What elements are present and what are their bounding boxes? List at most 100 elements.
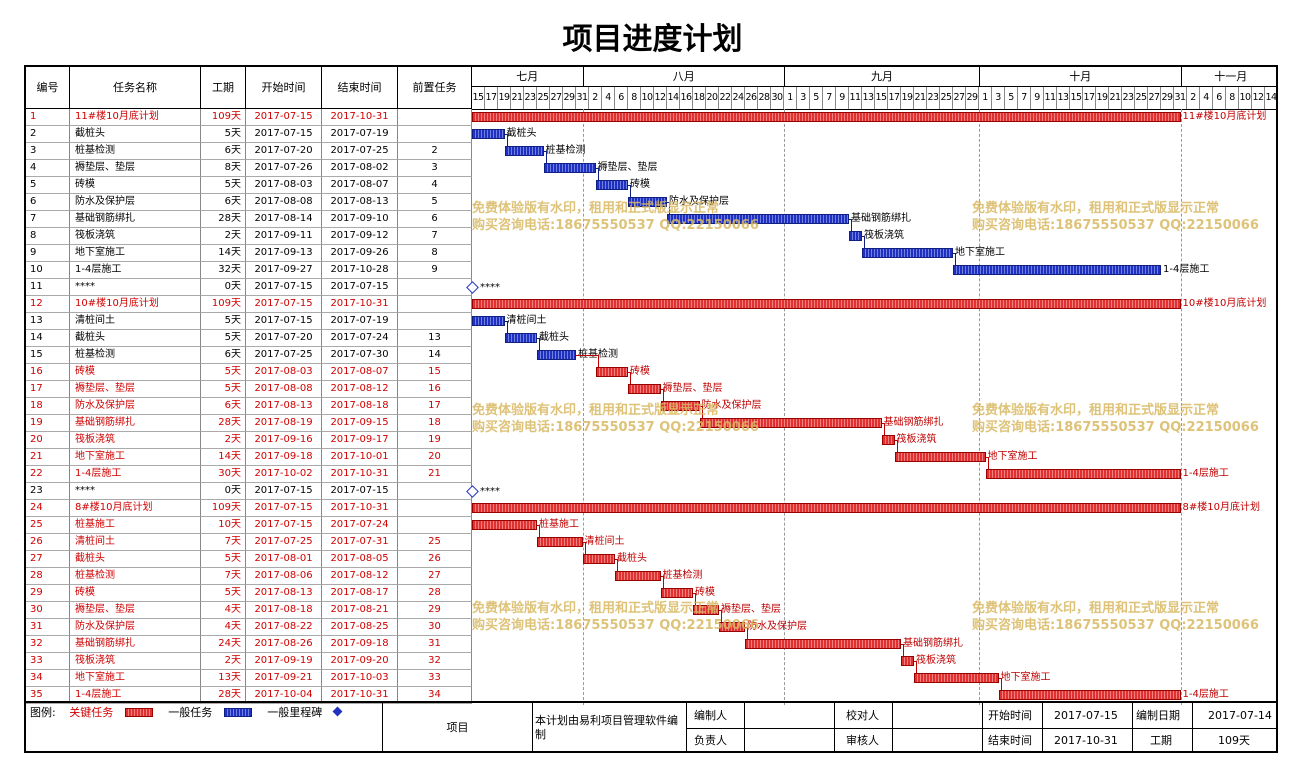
task-end: 2017-08-21: [322, 602, 398, 619]
critical-task-bar[interactable]: [472, 520, 537, 530]
task-bar[interactable]: [862, 248, 953, 258]
critical-task-bar[interactable]: [693, 605, 719, 615]
table-row[interactable]: 35 1-4层施工 28天 2017-10-04 2017-10-31 34: [26, 687, 472, 704]
table-row[interactable]: 14 截桩头 5天 2017-07-20 2017-07-24 13: [26, 330, 472, 347]
task-name: 桩基检测: [70, 143, 201, 160]
critical-task-bar[interactable]: [881, 435, 895, 445]
task-duration: 0天: [201, 279, 246, 296]
table-row[interactable]: 7 基础钢筋绑扎 28天 2017-08-14 2017-09-10 6: [26, 211, 472, 228]
critical-task-bar[interactable]: [699, 418, 882, 428]
task-bar[interactable]: [504, 146, 544, 156]
critical-task-bar[interactable]: [472, 112, 1181, 122]
month-divider: [784, 109, 785, 705]
task-pred: 25: [398, 534, 472, 551]
task-bar[interactable]: [537, 350, 576, 360]
table-row[interactable]: 3 桩基检测 6天 2017-07-20 2017-07-25 2: [26, 143, 472, 160]
task-end: 2017-09-18: [322, 636, 398, 653]
task-id: 8: [26, 228, 70, 245]
task-bar[interactable]: [595, 180, 628, 190]
task-pred: 20: [398, 449, 472, 466]
table-row[interactable]: 1 11#楼10月底计划 109天 2017-07-15 2017-10-31: [26, 109, 472, 126]
task-name: 砖模: [70, 585, 201, 602]
table-row[interactable]: 23 **** 0天 2017-07-15 2017-07-15: [26, 483, 472, 500]
table-row[interactable]: 25 桩基施工 10天 2017-07-15 2017-07-24: [26, 517, 472, 534]
critical-task-bar[interactable]: [901, 656, 914, 666]
table-row[interactable]: 15 桩基检测 6天 2017-07-25 2017-07-30 14: [26, 347, 472, 364]
table-row[interactable]: 30 褥垫层、垫层 4天 2017-08-18 2017-08-21 29: [26, 602, 472, 619]
header-start[interactable]: 开始时间: [246, 67, 322, 109]
table-row[interactable]: 29 砖模 5天 2017-08-13 2017-08-17 28: [26, 585, 472, 602]
critical-task-bar[interactable]: [719, 622, 745, 632]
critical-task-bar[interactable]: [582, 554, 615, 564]
table-row[interactable]: 13 清桩间土 5天 2017-07-15 2017-07-19: [26, 313, 472, 330]
critical-task-bar[interactable]: [985, 469, 1181, 479]
table-row[interactable]: 2 截桩头 5天 2017-07-15 2017-07-19: [26, 126, 472, 143]
critical-task-bar[interactable]: [998, 690, 1181, 700]
critical-task-bar[interactable]: [894, 452, 986, 462]
task-duration: 24天: [201, 636, 246, 653]
month-header: 十一月: [1180, 67, 1276, 87]
critical-task-bar[interactable]: [537, 537, 583, 547]
header-duration[interactable]: 工期: [201, 67, 246, 109]
table-row[interactable]: 21 地下室施工 14天 2017-09-18 2017-10-01 20: [26, 449, 472, 466]
task-bar[interactable]: [472, 129, 505, 139]
table-row[interactable]: 9 地下室施工 14天 2017-09-13 2017-09-26 8: [26, 245, 472, 262]
legend-normal-label: 一般任务: [168, 706, 213, 719]
task-bar[interactable]: [953, 265, 1161, 275]
header-name[interactable]: 任务名称: [70, 67, 201, 109]
task-bar[interactable]: [504, 333, 537, 343]
task-bar[interactable]: [849, 231, 862, 241]
table-row[interactable]: 19 基础钢筋绑扎 28天 2017-08-19 2017-09-15 18: [26, 415, 472, 432]
table-row[interactable]: 34 地下室施工 13天 2017-09-21 2017-10-03 33: [26, 670, 472, 687]
table-row[interactable]: 24 8#楼10月底计划 109天 2017-07-15 2017-10-31: [26, 500, 472, 517]
task-bar[interactable]: [628, 197, 667, 207]
watermark-text: 购买咨询电话:18675550537 QQ:22150066: [972, 618, 1259, 633]
legend-milestone-label: 一般里程碑: [267, 706, 323, 719]
table-row[interactable]: 17 褥垫层、垫层 5天 2017-08-08 2017-08-12 16: [26, 381, 472, 398]
task-duration: 28天: [201, 211, 246, 228]
table-row[interactable]: 31 防水及保护层 4天 2017-08-22 2017-08-25 30: [26, 619, 472, 636]
watermark-text: 免费体验版有水印，租用和正式版显示正常: [972, 601, 1220, 616]
table-row[interactable]: 18 防水及保护层 6天 2017-08-13 2017-08-18 17: [26, 398, 472, 415]
task-bar[interactable]: [667, 214, 849, 224]
critical-task-bar[interactable]: [472, 299, 1181, 309]
critical-task-bar[interactable]: [615, 571, 661, 581]
task-name: 防水及保护层: [70, 194, 201, 211]
critical-task-bar[interactable]: [472, 503, 1181, 513]
table-row[interactable]: 11 **** 0天 2017-07-15 2017-07-15: [26, 279, 472, 296]
table-row[interactable]: 26 清桩间土 7天 2017-07-25 2017-07-31 25: [26, 534, 472, 551]
task-pred: [398, 483, 472, 500]
table-row[interactable]: 32 基础钢筋绑扎 24天 2017-08-26 2017-09-18 31: [26, 636, 472, 653]
critical-task-bar[interactable]: [660, 588, 693, 598]
task-bar[interactable]: [472, 316, 505, 326]
table-row[interactable]: 28 桩基检测 7天 2017-08-06 2017-08-12 27: [26, 568, 472, 585]
task-name: ****: [70, 483, 201, 500]
header-pred[interactable]: 前置任务: [398, 67, 472, 109]
task-duration: 109天: [201, 296, 246, 313]
critical-task-bar[interactable]: [745, 639, 901, 649]
table-row[interactable]: 16 砖模 5天 2017-08-03 2017-08-07 15: [26, 364, 472, 381]
table-row[interactable]: 6 防水及保护层 6天 2017-08-08 2017-08-13 5: [26, 194, 472, 211]
critical-task-bar[interactable]: [628, 384, 661, 394]
header-id[interactable]: 编号: [26, 67, 70, 109]
table-row[interactable]: 12 10#楼10月底计划 109天 2017-07-15 2017-10-31: [26, 296, 472, 313]
table-row[interactable]: 5 砖模 5天 2017-08-03 2017-08-07 4: [26, 177, 472, 194]
table-row[interactable]: 33 筏板浇筑 2天 2017-09-19 2017-09-20 32: [26, 653, 472, 670]
table-row[interactable]: 22 1-4层施工 30天 2017-10-02 2017-10-31 21: [26, 466, 472, 483]
table-row[interactable]: 4 褥垫层、垫层 8天 2017-07-26 2017-08-02 3: [26, 160, 472, 177]
critical-task-bar[interactable]: [660, 401, 700, 411]
critical-task-bar[interactable]: [914, 673, 999, 683]
header-end[interactable]: 结束时间: [322, 67, 398, 109]
table-row[interactable]: 20 筏板浇筑 2天 2017-09-16 2017-09-17 19: [26, 432, 472, 449]
table-row[interactable]: 10 1-4层施工 32天 2017-09-27 2017-10-28 9: [26, 262, 472, 279]
task-start: 2017-07-26: [246, 160, 322, 177]
task-id: 3: [26, 143, 70, 160]
task-duration: 5天: [201, 381, 246, 398]
task-bar[interactable]: [543, 163, 596, 173]
task-name: 清桩间土: [70, 534, 201, 551]
table-row[interactable]: 27 截桩头 5天 2017-08-01 2017-08-05 26: [26, 551, 472, 568]
task-name: 褥垫层、垫层: [70, 160, 201, 177]
table-row[interactable]: 8 筏板浇筑 2天 2017-09-11 2017-09-12 7: [26, 228, 472, 245]
critical-task-bar[interactable]: [595, 367, 628, 377]
task-id: 24: [26, 500, 70, 517]
